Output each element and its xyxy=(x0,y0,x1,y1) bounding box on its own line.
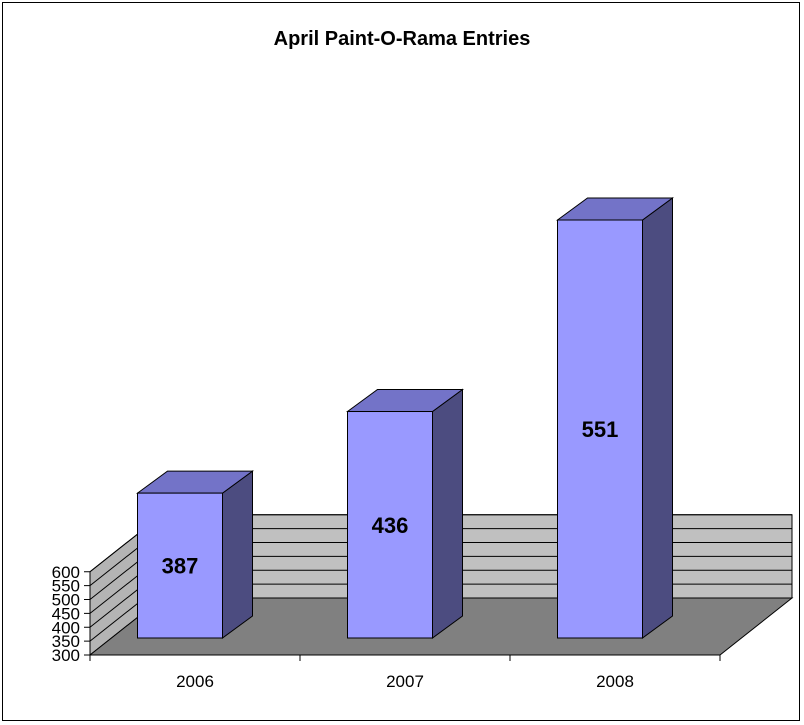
bar-2007: 436 xyxy=(345,388,465,639)
x-tick-label: 2006 xyxy=(176,672,214,691)
bar-2008: 551 xyxy=(555,197,675,639)
y-tick-label: 350 xyxy=(52,632,80,651)
data-label: 436 xyxy=(372,513,409,538)
y-tick-label: 400 xyxy=(52,618,80,637)
bar-side xyxy=(642,197,673,639)
data-label: 551 xyxy=(582,417,619,442)
chart-title: April Paint-O-Rama Entries xyxy=(273,28,531,50)
bar-2006: 387 xyxy=(135,470,255,639)
y-tick-label: 600 xyxy=(52,563,80,582)
data-label: 387 xyxy=(162,554,199,579)
y-tick-label: 450 xyxy=(52,604,80,623)
x-tick-label: 2008 xyxy=(596,672,634,691)
y-tick-label: 550 xyxy=(52,577,80,596)
bar-front xyxy=(557,219,643,639)
bar-front xyxy=(347,411,433,639)
y-tick-label: 500 xyxy=(52,591,80,610)
bar-side xyxy=(432,388,463,639)
y-tick-label: 300 xyxy=(52,646,80,665)
x-tick-label: 2007 xyxy=(386,672,424,691)
bar-side xyxy=(222,470,253,639)
bar-front xyxy=(137,492,223,639)
